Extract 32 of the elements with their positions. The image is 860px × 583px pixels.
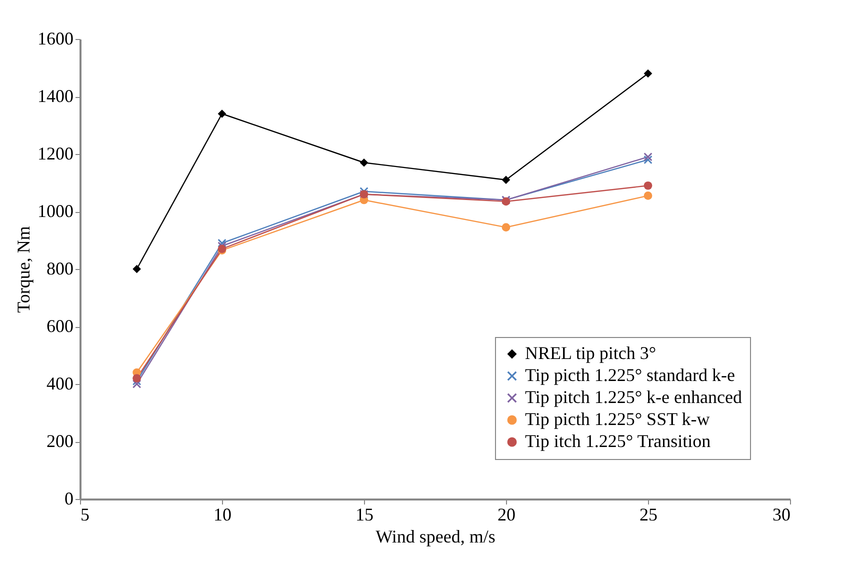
point (644, 192, 652, 200)
point (132, 264, 141, 274)
y-tick-label: 1400 (38, 86, 74, 106)
y-tick-label: 800 (46, 258, 74, 278)
y-tick-label: 400 (46, 374, 74, 394)
point (502, 176, 510, 184)
point (502, 223, 510, 232)
x-tick-label: 10 (214, 504, 232, 524)
legend-label: Tip picth 1.225° SST k-w (525, 409, 710, 429)
legend-label: Tip pitch 1.225° k-e enhanced (525, 387, 742, 407)
point (644, 152, 652, 162)
y-tick-label: 1600 (38, 28, 74, 48)
point (644, 181, 652, 190)
x-tick-label: 5 (80, 504, 90, 524)
point (218, 110, 226, 118)
point (360, 158, 368, 167)
y-tick-label: 200 (46, 431, 74, 451)
y-tick-label: 1000 (38, 201, 74, 221)
point (132, 374, 141, 382)
point (644, 69, 652, 78)
x-tick-label: 15 (356, 504, 374, 524)
x-tick-label: 25 (640, 504, 658, 524)
legend-label: NREL tip pitch 3° (525, 343, 656, 363)
x-tick-label: 20 (498, 504, 516, 524)
y-tick-label: 600 (46, 316, 74, 336)
x-axis-title: Wind speed, m/s (376, 526, 496, 546)
legend-label: Tip picth 1.225° standard k-e (525, 365, 736, 385)
y-tick-label: 0 (64, 488, 74, 508)
y-axis-title: Torque, Nm (14, 226, 34, 313)
x-tick-label: 30 (772, 504, 790, 524)
legend-label: Tip itch 1.225° Transition (525, 431, 711, 451)
y-tick-label: 1200 (38, 144, 74, 164)
